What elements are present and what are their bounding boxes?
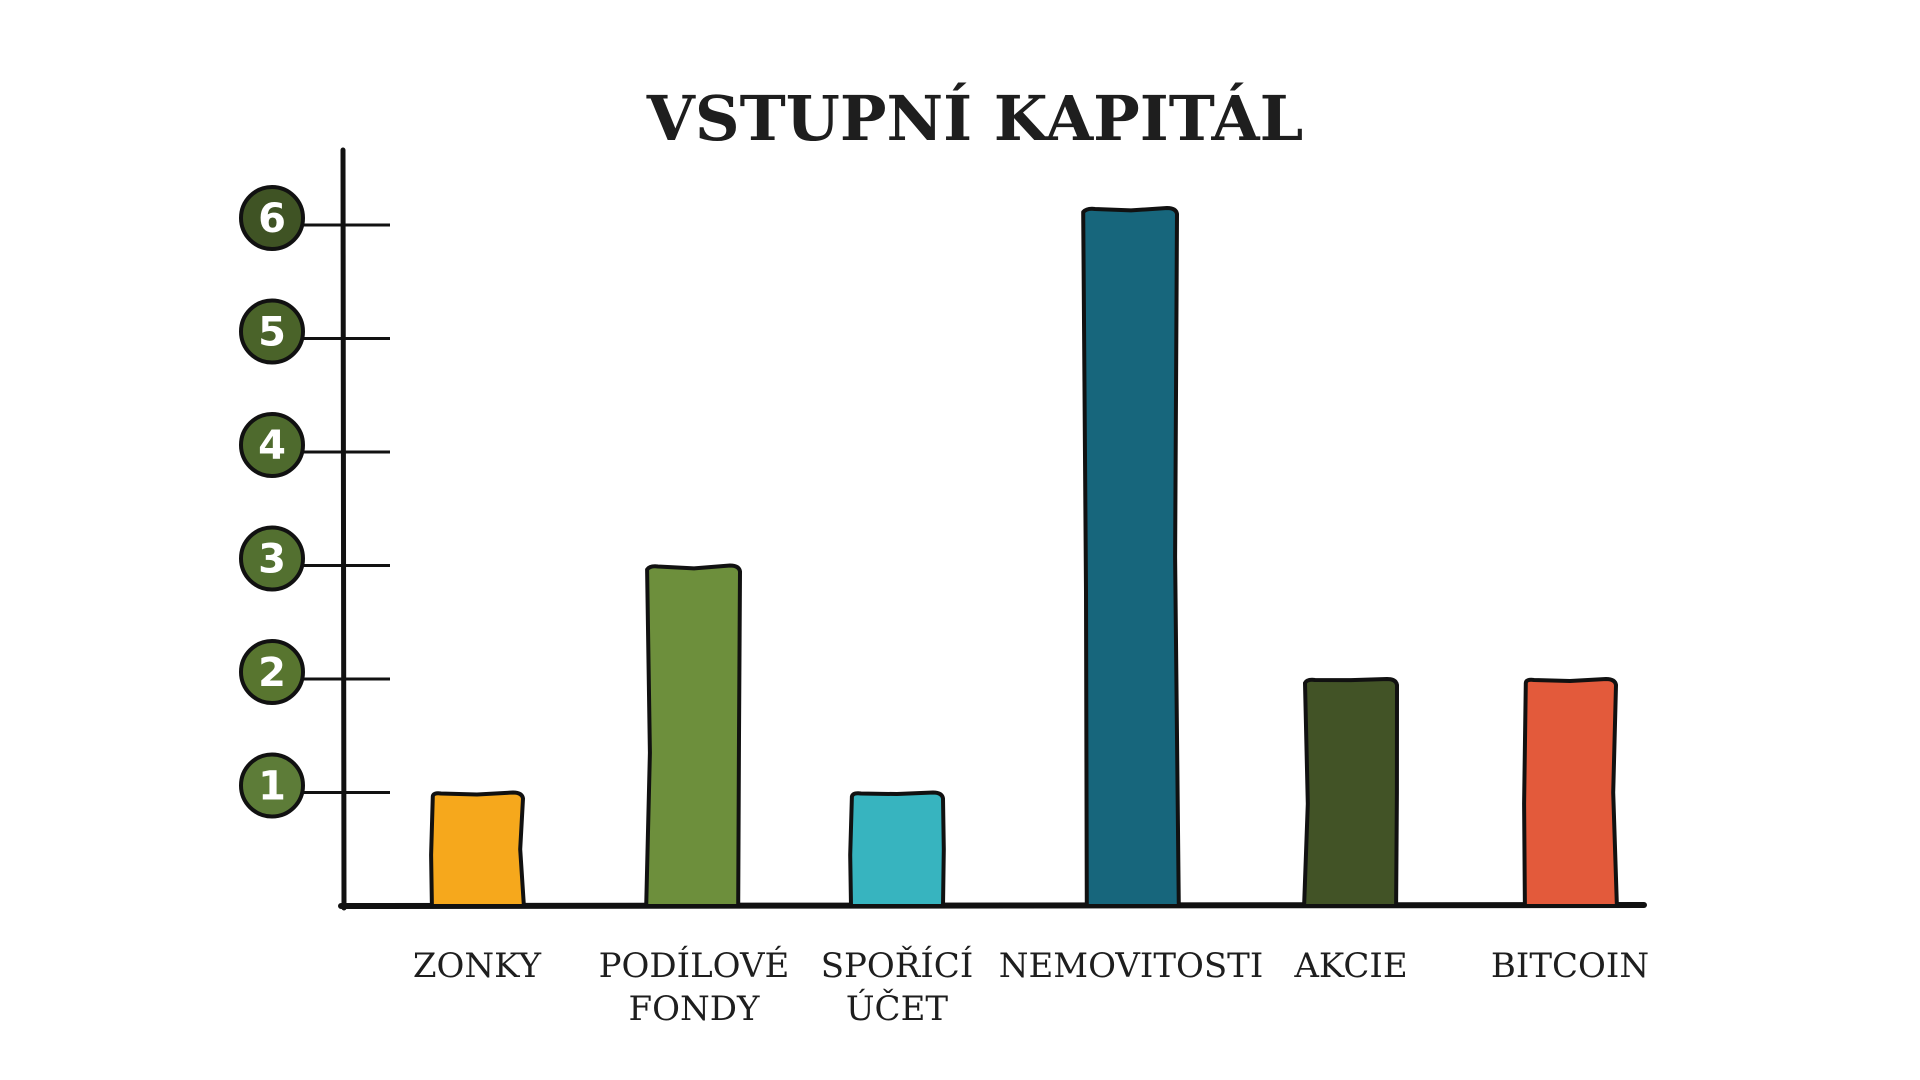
y-tick-badge: [239, 412, 305, 478]
bar: [1081, 205, 1181, 908]
y-tick-badge: [239, 525, 305, 592]
y-axis-line: [340, 147, 347, 911]
y-tick-label: 5: [258, 310, 286, 356]
y-axis-ticks: 1 2 3 4 5 6: [239, 185, 390, 819]
x-axis-line: [338, 902, 1647, 909]
bar-series: [429, 205, 1619, 908]
bar: [1302, 677, 1399, 908]
bar: [848, 790, 946, 908]
x-category-label: BITCOIN: [1491, 946, 1649, 986]
chart-axes: [338, 147, 1647, 911]
x-category-label: FONDY: [629, 989, 760, 1029]
bar: [644, 563, 742, 908]
y-tick-badge: [239, 298, 305, 365]
bar: [1522, 677, 1619, 908]
bar: [429, 790, 526, 908]
x-category-label: AKCIE: [1293, 946, 1407, 986]
y-tick-label: 2: [258, 650, 286, 696]
x-category-label: NEMOVITOSTI: [999, 946, 1264, 986]
y-tick-badge: [239, 185, 305, 251]
y-tick-label: 3: [258, 537, 286, 583]
x-category-label: SPOŘÍCÍ: [821, 945, 974, 986]
x-category-label: ÚČET: [846, 988, 948, 1029]
x-category-label: ZONKY: [413, 946, 542, 986]
chart-title: VSTUPNÍ KAPITÁL: [646, 82, 1304, 155]
y-tick-badge: [239, 752, 305, 819]
y-tick-label: 1: [258, 764, 286, 810]
y-tick-label: 4: [258, 423, 286, 469]
y-tick-label: 6: [258, 196, 286, 242]
y-tick-badge: [239, 639, 305, 705]
x-category-label: PODÍLOVÉ: [599, 945, 790, 986]
